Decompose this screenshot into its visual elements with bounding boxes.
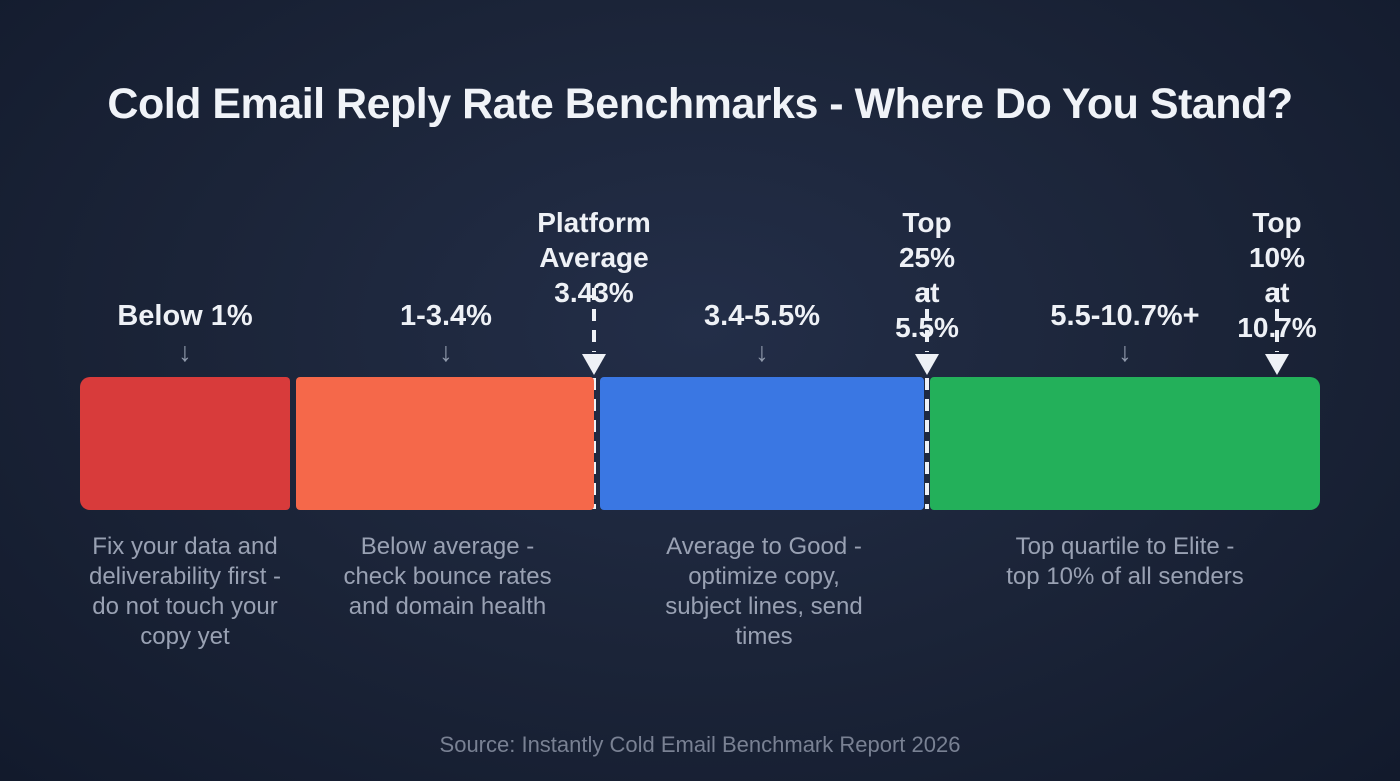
segment-description-3-4-5-5: Average to Good - optimize copy, subject… (665, 533, 863, 650)
down-arrowhead-icon (915, 354, 939, 375)
down-arrow-icon: ↓ (178, 337, 192, 367)
segment-description-5-5-10-7: Top quartile to Elite - top 10% of all s… (1006, 533, 1244, 590)
segment-label-5-5-10-7: 5.5-10.7%+ (1050, 300, 1200, 332)
dashed-line (925, 288, 929, 352)
segment-label-1-3-4: 1-3.4% (400, 300, 492, 332)
bar-segment-below-1 (80, 377, 290, 510)
segment-description-below-1: Fix your data and deliverability first -… (88, 533, 282, 650)
down-arrow-icon: ↓ (755, 337, 769, 367)
down-arrow-icon: ↓ (1118, 337, 1132, 367)
segment-description-1-3-4: Below average - check bounce rates and d… (343, 533, 552, 620)
source-note: Source: Instantly Cold Email Benchmark R… (439, 732, 961, 757)
down-arrowhead-icon (582, 354, 606, 375)
bar-segment-3-4-5-5 (600, 377, 924, 510)
page-title: Cold Email Reply Rate Benchmarks - Where… (107, 80, 1293, 128)
bar-segment-5-5-10-7 (929, 377, 1320, 510)
bar-segment-1-3-4 (295, 377, 595, 510)
dashed-line (925, 378, 929, 509)
down-arrowhead-icon (1265, 354, 1289, 375)
marker-platform-average-label: Platform Average 3.43% (537, 207, 651, 308)
segment-label-below-1: Below 1% (117, 300, 253, 332)
down-arrow-icon: ↓ (439, 337, 453, 367)
dashed-line (1275, 288, 1279, 352)
segment-label-3-4-5-5: 3.4-5.5% (703, 300, 821, 332)
dashed-line (592, 288, 596, 352)
benchmark-bar (80, 377, 1320, 510)
